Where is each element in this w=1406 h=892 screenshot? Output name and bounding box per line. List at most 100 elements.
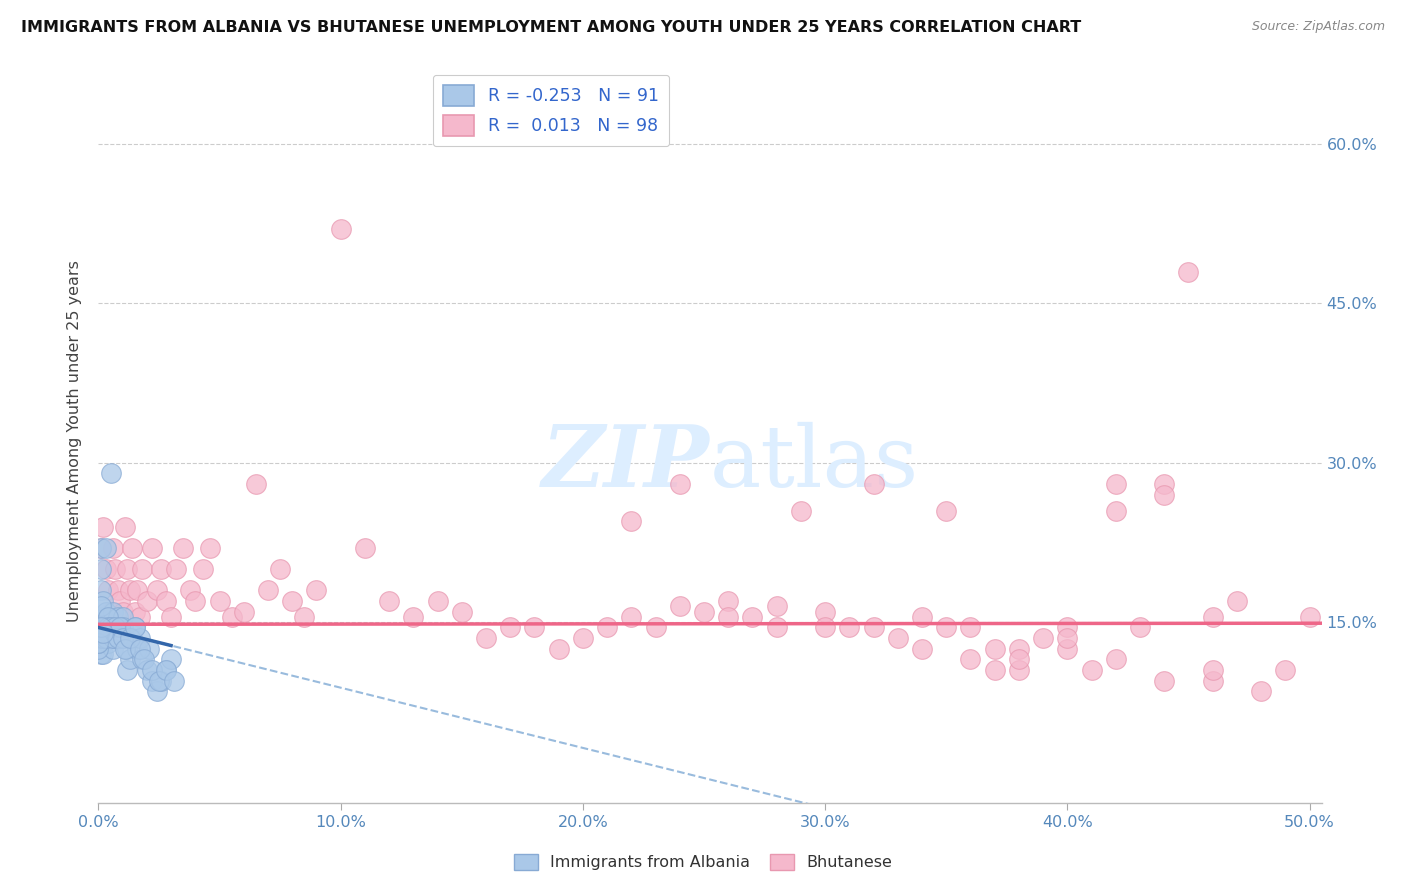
- Point: [378, 594, 401, 608]
- Point: [100, 605, 122, 619]
- Point: [110, 594, 132, 608]
- Point: [90, 636, 112, 650]
- Point: [117, 562, 139, 576]
- Point: [138, 641, 160, 656]
- Point: [1153, 477, 1175, 491]
- Point: [165, 562, 187, 576]
- Point: [87, 625, 110, 640]
- Point: [128, 610, 150, 624]
- Point: [91, 519, 114, 533]
- Point: [124, 620, 146, 634]
- Point: [87, 620, 110, 634]
- Point: [983, 641, 1005, 656]
- Point: [790, 503, 813, 517]
- Point: [281, 594, 304, 608]
- Point: [426, 594, 449, 608]
- Point: [935, 503, 957, 517]
- Point: [94, 562, 117, 576]
- Point: [107, 620, 129, 634]
- Point: [765, 599, 787, 614]
- Point: [90, 647, 112, 661]
- Point: [101, 631, 124, 645]
- Point: [118, 583, 141, 598]
- Point: [87, 625, 110, 640]
- Point: [741, 610, 763, 624]
- Point: [94, 541, 117, 555]
- Point: [155, 594, 177, 608]
- Point: [765, 620, 787, 634]
- Point: [499, 620, 522, 634]
- Legend: Immigrants from Albania, Bhutanese: Immigrants from Albania, Bhutanese: [508, 847, 898, 877]
- Text: Source: ZipAtlas.com: Source: ZipAtlas.com: [1251, 20, 1385, 33]
- Point: [111, 620, 134, 634]
- Point: [101, 605, 124, 619]
- Point: [121, 631, 143, 645]
- Point: [1056, 641, 1078, 656]
- Point: [155, 663, 177, 677]
- Point: [131, 562, 153, 576]
- Point: [117, 641, 139, 656]
- Point: [198, 541, 221, 555]
- Point: [94, 631, 117, 645]
- Legend: R = -0.253   N = 91, R =  0.013   N = 98: R = -0.253 N = 91, R = 0.013 N = 98: [433, 75, 669, 146]
- Point: [97, 610, 120, 624]
- Point: [959, 652, 981, 666]
- Point: [91, 636, 114, 650]
- Point: [97, 620, 120, 634]
- Point: [145, 684, 167, 698]
- Point: [221, 610, 243, 624]
- Point: [1177, 264, 1199, 278]
- Point: [693, 605, 716, 619]
- Point: [717, 594, 740, 608]
- Point: [983, 663, 1005, 677]
- Point: [110, 620, 132, 634]
- Point: [292, 610, 315, 624]
- Point: [110, 631, 132, 645]
- Point: [124, 620, 146, 634]
- Point: [94, 620, 117, 634]
- Point: [150, 673, 173, 688]
- Point: [208, 594, 231, 608]
- Point: [1008, 641, 1031, 656]
- Point: [128, 631, 150, 645]
- Point: [145, 583, 167, 598]
- Point: [100, 620, 122, 634]
- Point: [184, 594, 207, 608]
- Point: [1153, 488, 1175, 502]
- Point: [110, 620, 132, 634]
- Point: [450, 605, 472, 619]
- Point: [90, 562, 112, 576]
- Point: [1226, 594, 1249, 608]
- Point: [1274, 663, 1296, 677]
- Point: [94, 620, 117, 634]
- Point: [141, 541, 163, 555]
- Point: [91, 625, 114, 640]
- Point: [887, 631, 910, 645]
- Point: [97, 636, 120, 650]
- Point: [91, 631, 114, 645]
- Point: [1129, 620, 1152, 634]
- Point: [134, 652, 156, 666]
- Point: [104, 562, 127, 576]
- Point: [644, 620, 666, 634]
- Point: [90, 599, 112, 614]
- Point: [232, 605, 254, 619]
- Point: [90, 625, 112, 640]
- Point: [127, 641, 149, 656]
- Point: [354, 541, 377, 555]
- Point: [87, 636, 110, 650]
- Point: [172, 541, 194, 555]
- Point: [131, 652, 153, 666]
- Point: [162, 673, 184, 688]
- Point: [101, 641, 124, 656]
- Point: [1080, 663, 1102, 677]
- Point: [155, 663, 177, 677]
- Point: [124, 605, 146, 619]
- Point: [1201, 663, 1223, 677]
- Point: [121, 541, 143, 555]
- Point: [90, 541, 112, 555]
- Point: [107, 583, 129, 598]
- Point: [141, 663, 163, 677]
- Point: [104, 620, 127, 634]
- Point: [104, 620, 127, 634]
